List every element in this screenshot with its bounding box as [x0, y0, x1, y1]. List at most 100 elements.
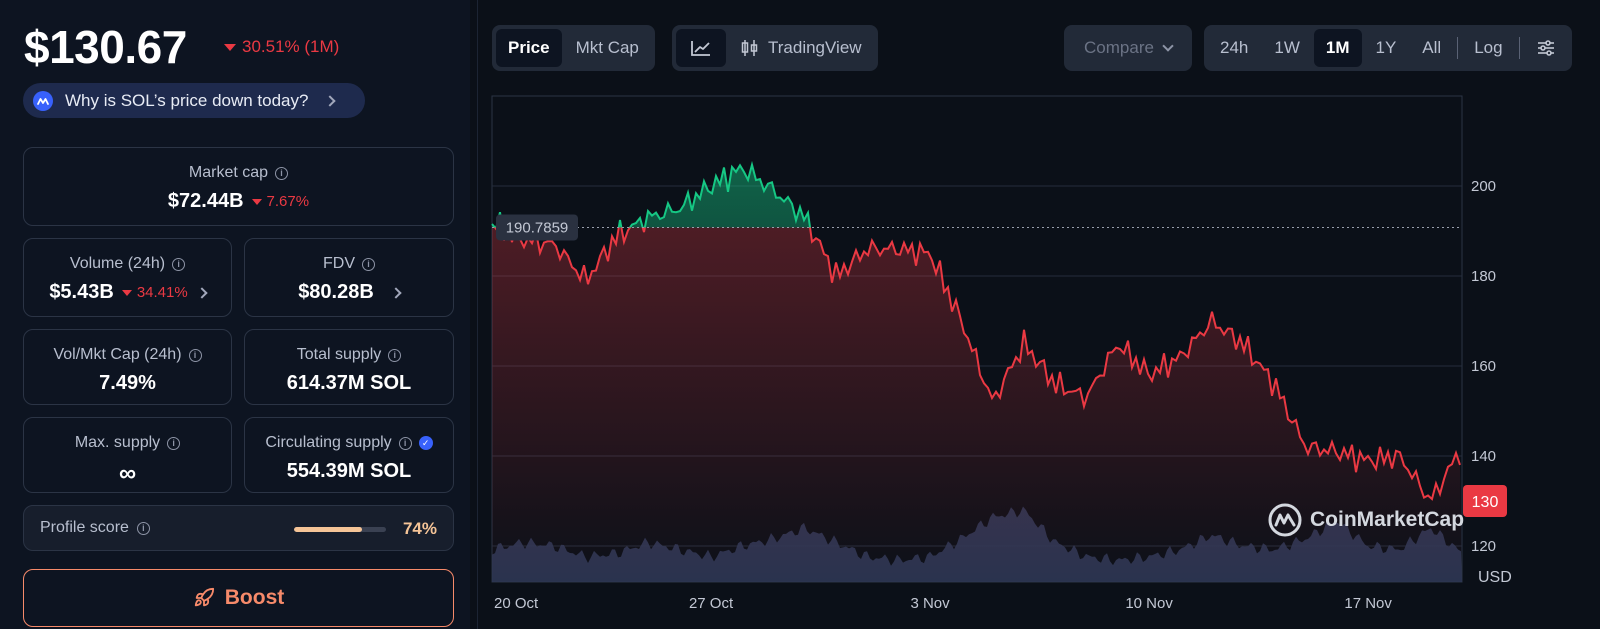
circulating-supply-card: Circulating supply i ✓ 554.39M SOL: [244, 417, 454, 493]
tab-mkt-cap[interactable]: Mkt Cap: [575, 38, 639, 57]
volume-change: 34.41%: [121, 284, 188, 301]
vol-mkt-cap-label: Vol/Mkt Cap (24h): [53, 346, 182, 363]
market-cap-change-value: 7.67%: [266, 193, 310, 210]
why-price-down-label: Why is SOL’s price down today?: [65, 90, 309, 110]
range-24h[interactable]: 24h: [1220, 38, 1249, 57]
sliders-icon: [1537, 40, 1554, 56]
x-tick-label: 27 Oct: [689, 595, 734, 612]
vol-mkt-cap-label-row: Vol/Mkt Cap (24h) i: [24, 346, 231, 364]
circulating-supply-label-row: Circulating supply i ✓: [245, 434, 453, 452]
price-area-below-reference: [492, 227, 1462, 582]
compare-label: Compare: [1084, 38, 1154, 57]
divider: [1518, 37, 1520, 59]
reference-badge-box: [496, 214, 578, 241]
fdv-card[interactable]: FDV i $80.28B: [244, 238, 454, 317]
x-axis-ticks: 20 Oct 27 Oct 3 Nov 10 Nov 17 Nov: [494, 595, 1392, 612]
volume-label-row: Volume (24h) i: [24, 255, 231, 273]
current-price: $130.67: [24, 21, 187, 73]
y-axis-ticks: 120 140 160 180 200: [1471, 178, 1496, 555]
total-supply-label-row: Total supply i: [245, 346, 453, 364]
fdv-label-row: FDV i: [245, 255, 453, 273]
fdv-value: $80.28B: [298, 281, 374, 303]
profile-score-row[interactable]: Profile score i 74%: [23, 505, 454, 551]
chevron-down-icon: [1162, 40, 1174, 52]
market-cap-change: 7.67%: [251, 193, 310, 210]
reference-value-label: 190.7859: [506, 219, 569, 236]
tradingview-button[interactable]: TradingView: [728, 29, 874, 67]
total-supply-card: Total supply i 614.37M SOL: [244, 329, 454, 405]
x-tick-label: 3 Nov: [910, 595, 950, 612]
profile-score-bar-fill: [294, 527, 363, 532]
info-icon[interactable]: i: [275, 166, 289, 180]
range-1y[interactable]: 1Y: [1375, 38, 1397, 57]
vol-mkt-cap-value: 7.49%: [99, 372, 156, 394]
market-cap-label: Market cap: [188, 164, 269, 181]
price-area-above-reference: [492, 164, 1462, 228]
chevron-right-icon: [324, 94, 337, 107]
circulating-supply-value: 554.39M SOL: [286, 460, 412, 482]
verified-check-icon: ✓: [418, 436, 433, 450]
profile-score-value: 74%: [402, 519, 437, 538]
chart-panel: Price Mkt Cap TradingView Compare 24h 1W…: [477, 0, 1600, 629]
profile-score-bar: [294, 527, 386, 532]
candlestick-icon: [741, 40, 758, 56]
circulating-supply-label: Circulating supply: [265, 434, 392, 451]
y-tick-label: 160: [1471, 358, 1496, 375]
info-icon[interactable]: i: [167, 436, 181, 450]
y-tick-label: 120: [1471, 538, 1496, 555]
volume-value: $5.43B: [49, 281, 114, 303]
log-scale-button[interactable]: Log: [1474, 38, 1503, 57]
fdv-label: FDV: [323, 255, 355, 272]
y-tick-label: 180: [1471, 268, 1496, 285]
volume-card[interactable]: Volume (24h) i $5.43B 34.41%: [23, 238, 232, 317]
range-1m[interactable]: 1M: [1313, 29, 1362, 67]
info-icon[interactable]: i: [136, 521, 150, 535]
price-change-value: 30.51% (1M): [242, 37, 340, 56]
volume-change-value: 34.41%: [136, 284, 188, 301]
line-chart-button[interactable]: [676, 29, 726, 67]
x-tick-label: 10 Nov: [1125, 595, 1173, 612]
why-price-down-button[interactable]: Why is SOL’s price down today?: [23, 83, 365, 118]
coinmarketcap-watermark: CoinMarketCap: [1268, 503, 1464, 537]
rocket-icon: [194, 587, 214, 607]
current-price-badge: 130: [1463, 485, 1507, 517]
current-price-label: 130: [1472, 494, 1499, 511]
price-line-below-reference: [493, 227, 1461, 501]
boost-button[interactable]: Boost: [23, 569, 454, 627]
down-triangle-icon: [224, 43, 236, 51]
price-line-above-reference: [491, 160, 812, 228]
chart-settings-button[interactable]: [1524, 29, 1568, 67]
info-icon[interactable]: i: [398, 436, 412, 450]
y-tick-label: 200: [1471, 178, 1496, 195]
info-icon[interactable]: i: [362, 257, 375, 271]
chevron-right-icon: [390, 286, 402, 299]
info-icon[interactable]: i: [172, 257, 186, 271]
total-supply-label: Total supply: [296, 346, 382, 363]
market-cap-value: $72.44B: [167, 190, 244, 212]
chart-type-toggle: TradingView: [672, 25, 878, 71]
range-1w[interactable]: 1W: [1274, 38, 1300, 57]
current-price-badge-box: [1463, 485, 1507, 517]
x-tick-label: 17 Nov: [1344, 595, 1392, 612]
profile-score-label: Profile score: [40, 519, 129, 536]
market-cap-card[interactable]: Market cap i $72.44B 7.67%: [23, 147, 454, 226]
info-icon[interactable]: i: [188, 348, 202, 362]
price-change: 30.51% (1M): [224, 37, 339, 57]
chevron-right-icon: [196, 286, 208, 299]
vol-mkt-cap-card: Vol/Mkt Cap (24h) i 7.49%: [23, 329, 232, 405]
tab-price[interactable]: Price: [496, 29, 562, 67]
boost-label: Boost: [224, 586, 285, 609]
down-triangle-icon: [251, 198, 262, 205]
compare-dropdown[interactable]: Compare: [1064, 25, 1192, 71]
range-all[interactable]: All: [1422, 38, 1442, 57]
volume-value-row: $5.43B 34.41%: [24, 281, 231, 304]
reference-badge: 190.7859: [496, 214, 578, 241]
y-tick-label: 140: [1471, 448, 1496, 465]
info-icon[interactable]: i: [388, 348, 402, 362]
coin-stats-panel: $130.67 30.51% (1M) Why is SOL’s price d…: [0, 0, 470, 629]
market-cap-value-row: $72.44B 7.67%: [24, 190, 453, 213]
fdv-value-row: $80.28B: [245, 281, 453, 304]
total-supply-value: 614.37M SOL: [286, 372, 412, 394]
market-cap-label-row: Market cap i: [24, 164, 453, 182]
